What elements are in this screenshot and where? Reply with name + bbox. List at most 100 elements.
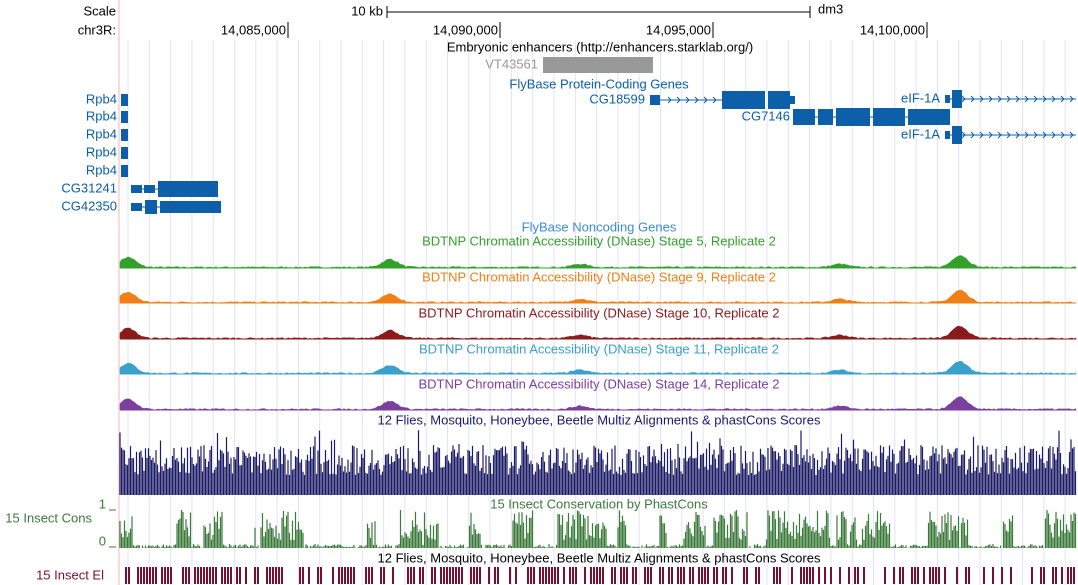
cons-elements [125, 567, 1075, 584]
strand-arrow [1060, 131, 1065, 139]
exon[interactable] [158, 181, 218, 197]
strand-arrow [997, 131, 1002, 139]
axis-label: 1 [99, 496, 106, 511]
assembly: dm3 [818, 1, 843, 16]
exon[interactable] [952, 126, 962, 144]
gene-label[interactable]: eIF-1A [901, 90, 940, 105]
gene-label[interactable]: CG31241 [61, 180, 117, 195]
strand-arrow [988, 95, 993, 103]
strand-arrow [979, 131, 984, 139]
gene-label[interactable]: eIF-1A [901, 126, 940, 141]
track-label: 15 Insect Cons [5, 510, 92, 525]
exon[interactable] [722, 91, 765, 109]
gene-label[interactable]: CG18599 [589, 91, 645, 106]
exon[interactable] [873, 108, 905, 126]
chrom-label: chr3R: [78, 22, 116, 37]
exon[interactable] [836, 108, 870, 126]
strand-arrow [1024, 131, 1029, 139]
exon[interactable] [121, 111, 128, 123]
strand-arrow [1042, 95, 1047, 103]
strand-arrow [667, 96, 672, 104]
gene-label[interactable]: Rpb4 [86, 144, 117, 159]
enhancer-label[interactable]: VT43561 [485, 56, 538, 71]
track-label: 15 Insect El [36, 567, 104, 582]
strand-arrow [685, 96, 690, 104]
exon[interactable] [793, 109, 815, 125]
track-title: 12 Flies, Mosquito, Honeybee, Beetle Mul… [378, 550, 821, 565]
gene-label[interactable]: CG42350 [61, 198, 117, 213]
strand-arrow [1033, 131, 1038, 139]
strand-arrow [1006, 95, 1011, 103]
gene-label[interactable]: Rpb4 [86, 91, 117, 106]
coord-label: 14,090,000 [433, 22, 498, 37]
signal [119, 396, 1077, 411]
exon[interactable] [768, 91, 790, 109]
strand-arrow [712, 96, 717, 104]
signal [119, 255, 1077, 269]
strand-arrow [979, 95, 984, 103]
coord-label: 14,085,000 [221, 22, 286, 37]
exon[interactable] [121, 129, 128, 141]
strand-arrow [676, 96, 681, 104]
exon[interactable] [131, 203, 142, 211]
coord-label: 14,095,000 [646, 22, 711, 37]
strand-arrow [1033, 95, 1038, 103]
exon[interactable] [818, 109, 833, 125]
strand-arrow [1069, 131, 1074, 139]
track-title: FlyBase Noncoding Genes [522, 219, 677, 234]
scale-label: Scale [83, 3, 116, 18]
strand-arrow [1006, 131, 1011, 139]
strand-arrow [1042, 131, 1047, 139]
enhancer[interactable] [543, 57, 653, 73]
exon[interactable] [144, 185, 155, 193]
exon[interactable] [145, 200, 157, 214]
exon[interactable] [131, 185, 142, 193]
strand-arrow [961, 131, 966, 139]
gene-label[interactable]: CG7146 [742, 108, 790, 123]
exon[interactable] [121, 94, 128, 106]
strand-arrow [1051, 131, 1056, 139]
axis-label: 0 [99, 533, 106, 548]
strand-arrow [1015, 131, 1020, 139]
strand-arrow [970, 131, 975, 139]
track-title: BDTNP Chromatin Accessibility (DNase) St… [418, 376, 779, 391]
scalebar-label: 10 kb [351, 3, 383, 18]
track-title: Embryonic enhancers (http://enhancers.st… [447, 39, 753, 54]
strand-arrow [694, 96, 699, 104]
exon[interactable] [121, 165, 128, 177]
exon[interactable] [945, 95, 950, 103]
gene-label[interactable]: Rpb4 [86, 108, 117, 123]
signal [119, 289, 1077, 304]
strand-arrow [703, 96, 708, 104]
strand-arrow [1069, 95, 1074, 103]
exon[interactable] [945, 131, 950, 139]
track-title: BDTNP Chromatin Accessibility (DNase) St… [422, 233, 776, 248]
gene-label[interactable]: Rpb4 [86, 162, 117, 177]
exon[interactable] [650, 95, 660, 105]
signal [119, 360, 1077, 375]
strand-arrow [1015, 95, 1020, 103]
strand-arrow [1051, 95, 1056, 103]
gene-label[interactable]: Rpb4 [86, 126, 117, 141]
cons-signal [119, 510, 1077, 548]
exon[interactable] [121, 147, 128, 159]
coord-label: 14,100,000 [860, 22, 925, 37]
track-title: 12 Flies, Mosquito, Honeybee, Beetle Mul… [378, 412, 821, 427]
track-title: BDTNP Chromatin Accessibility (DNase) St… [419, 341, 779, 356]
multiz-signal [119, 430, 1077, 495]
exon[interactable] [160, 201, 221, 213]
strand-arrow [970, 95, 975, 103]
signal [119, 325, 1077, 340]
track-title: FlyBase Protein-Coding Genes [509, 76, 689, 91]
track-title: 15 Insect Conservation by PhastCons [490, 496, 708, 511]
exon[interactable] [952, 90, 962, 108]
strand-arrow [1060, 95, 1065, 103]
track-title: BDTNP Chromatin Accessibility (DNase) St… [422, 269, 776, 284]
strand-arrow [997, 95, 1002, 103]
exon[interactable] [908, 109, 950, 125]
strand-arrow [961, 95, 966, 103]
strand-arrow [988, 131, 993, 139]
track-title: BDTNP Chromatin Accessibility (DNase) St… [418, 305, 779, 320]
exon[interactable] [790, 96, 795, 104]
